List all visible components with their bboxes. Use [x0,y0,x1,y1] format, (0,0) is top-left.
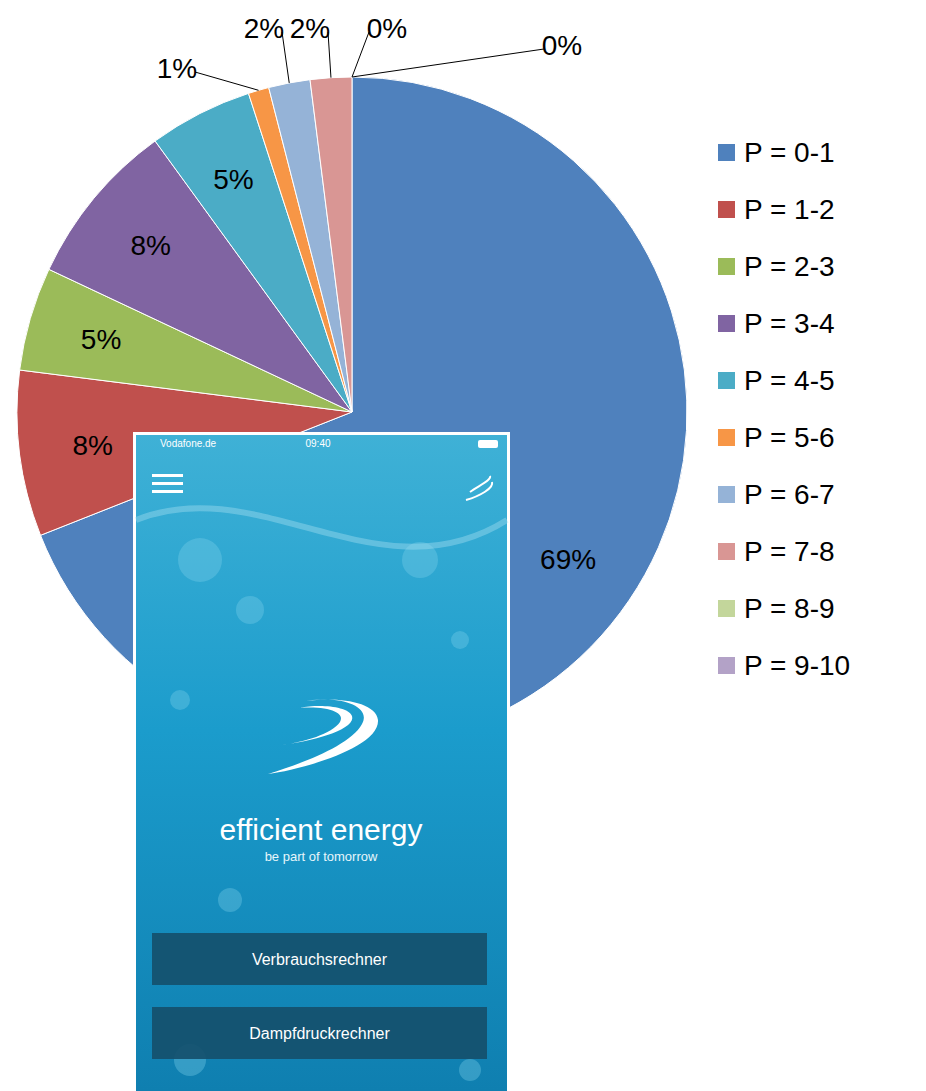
slice [352,77,353,412]
data-label: 2% [290,13,330,44]
wave [136,508,507,547]
bubble [170,690,190,710]
button-label[interactable]: Dampfdruckrechner [249,1025,390,1042]
screen-background [136,435,507,1091]
bubble [459,1059,481,1081]
logo [268,699,378,774]
legend: P = 0-1 P = 1-2 P = 2-3 P = 3-4 P = 4-5 P = 5… [718,137,850,681]
legend-label: P = 7-8 [744,536,835,567]
button-label[interactable]: Verbrauchsrechner [252,951,388,968]
legend-swatch [718,543,735,560]
data-label: 1% [157,53,197,84]
button[interactable] [152,933,487,985]
logo [282,706,352,745]
leader-line [195,72,259,90]
legend-label: P = 9-10 [744,650,850,681]
screenshot-frame [133,432,510,1091]
canvas: 69% 8% 5% 8% 5% 1% 2%2% 0% 0% P = 0-1 P = 1-2 P = 2… [0,0,926,1091]
tagline: be part of tomorrow [265,849,378,864]
data-label: 5% [213,164,253,195]
bubble [236,596,264,624]
legend-swatch [718,315,735,332]
menu-icon[interactable] [152,490,183,493]
data-label: 0% [367,13,407,44]
legend-label: P = 5-6 [744,422,835,453]
phone-screenshot: Vodafone.de 09:40 efficient energy be part … [133,432,510,1091]
battery [478,440,498,448]
data-label: 5% [81,324,121,355]
carrier: Vodafone.de [160,438,217,449]
legend-label: P = 0-1 [744,137,835,168]
legend-swatch [718,372,735,389]
clock: 09:40 [305,438,330,449]
data-label: 2% [244,13,284,44]
legend-label: P = 1-2 [744,194,835,225]
small-logo [466,476,492,500]
bubble [218,888,242,912]
button[interactable] [152,1007,487,1059]
data-label: 8% [130,230,170,261]
legend-label: P = 3-4 [744,308,835,339]
legend-label: P = 2-3 [744,251,835,282]
data-label: 69% [540,544,596,575]
bubble [178,538,222,582]
legend-swatch [718,201,735,218]
legend-swatch [718,657,735,674]
legend-swatch [718,429,735,446]
legend-swatch [718,486,735,503]
bubble [451,631,469,649]
menu-icon[interactable] [152,474,183,477]
menu-icon[interactable] [152,482,183,485]
legend-swatch [718,258,735,275]
legend-swatch [718,144,735,161]
legend-label: P = 6-7 [744,479,835,510]
brand: efficient energy [220,813,423,846]
legend-swatch [718,600,735,617]
data-label: 8% [73,430,113,461]
slice [352,77,353,412]
data-label: 0% [542,30,582,61]
legend-label: P = 4-5 [744,365,835,396]
slice [310,77,352,412]
leader-line [352,49,544,77]
legend-label: P = 8-9 [744,593,835,624]
